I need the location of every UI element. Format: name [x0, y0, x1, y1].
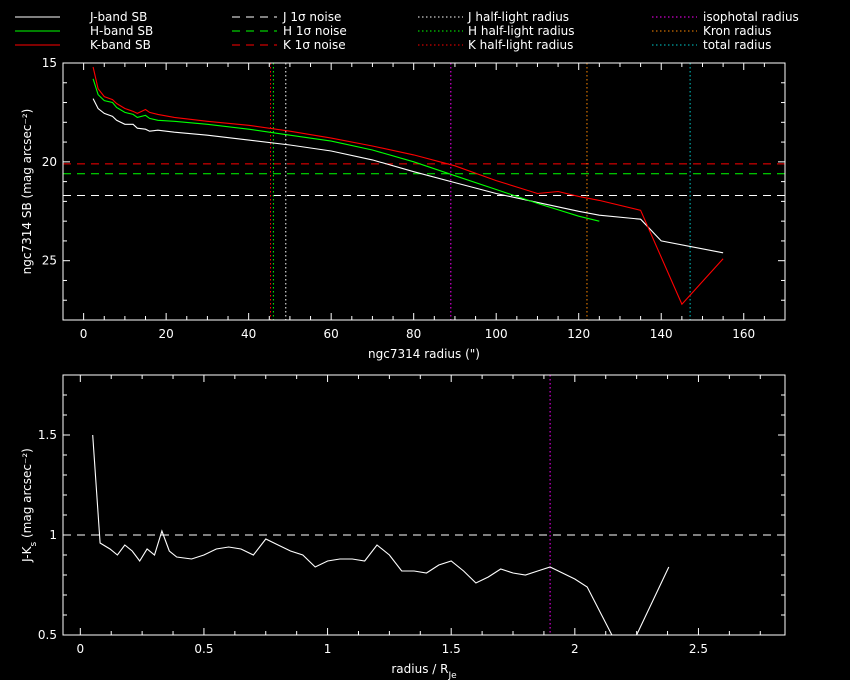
legend-label: K half-light radius	[468, 38, 573, 52]
legend-label: total radius	[703, 38, 771, 52]
legend-label: H half-light radius	[468, 24, 575, 38]
legend-label: K-band SB	[90, 38, 151, 52]
x-tick-label: 2	[571, 642, 579, 656]
legend-label: isophotal radius	[703, 10, 799, 24]
x-tick-label: 140	[650, 327, 673, 341]
x-tick-label: 160	[732, 327, 755, 341]
x-tick-label: 0.5	[194, 642, 213, 656]
y-tick-label: 0.5	[38, 628, 57, 642]
series-line	[92, 66, 724, 306]
x-tick-label: 0	[76, 642, 84, 656]
surface-brightness-panel: 0 20 40 60 80 100 120 140 160 15 20 25 ngc7314 radiu…	[20, 56, 786, 361]
y-tick-label: 1.5	[38, 428, 57, 442]
x-axis-label: ngc7314 radius (")	[368, 347, 480, 361]
x-tick-label: 0	[80, 327, 88, 341]
y-axis-label: ngc7314 SB (mag arcsec⁻²)	[20, 109, 34, 275]
x-tick-label: 1.5	[442, 642, 461, 656]
y-tick-label: 1	[49, 528, 57, 542]
x-tick-label: 40	[241, 327, 256, 341]
y-axis-label-tail: (mag arcsec⁻²)	[20, 448, 34, 542]
color-profile-panel: 0 0.5 1 1.5 2 2.5 0.5 1 1.5 radius / RJe J-Ks (mag…	[20, 374, 786, 680]
y-tick-label: 25	[42, 254, 57, 268]
series-line	[92, 98, 724, 254]
legend-label: J 1σ noise	[282, 10, 341, 24]
legend-label: Kron radius	[703, 24, 771, 38]
x-axis-label: radius / RJe	[391, 662, 457, 680]
series-line	[92, 434, 670, 635]
y-tick-label: 15	[42, 56, 57, 70]
x-tick-label: 100	[485, 327, 508, 341]
plot-frame	[62, 62, 786, 321]
x-tick-label: 2.5	[689, 642, 708, 656]
legend-label: K 1σ noise	[283, 38, 346, 52]
x-tick-label: 1	[324, 642, 332, 656]
x-tick-label: 80	[406, 327, 421, 341]
x-tick-label: 20	[159, 327, 174, 341]
y-tick-label: 20	[42, 155, 57, 169]
x-tick-label: 60	[324, 327, 339, 341]
x-tick-label: 120	[567, 327, 590, 341]
legend-label: H-band SB	[90, 24, 153, 38]
plot-frame	[62, 374, 786, 636]
x-axis-label-subscript: Je	[447, 671, 457, 680]
y-axis-label: J-Ks (mag arcsec⁻²)	[20, 448, 39, 563]
legend-label: J-band SB	[89, 10, 147, 24]
legend-label: H 1σ noise	[283, 24, 347, 38]
series-line	[92, 78, 600, 222]
y-axis-label-subscript: s	[29, 542, 39, 547]
legend-label: J half-light radius	[467, 10, 569, 24]
